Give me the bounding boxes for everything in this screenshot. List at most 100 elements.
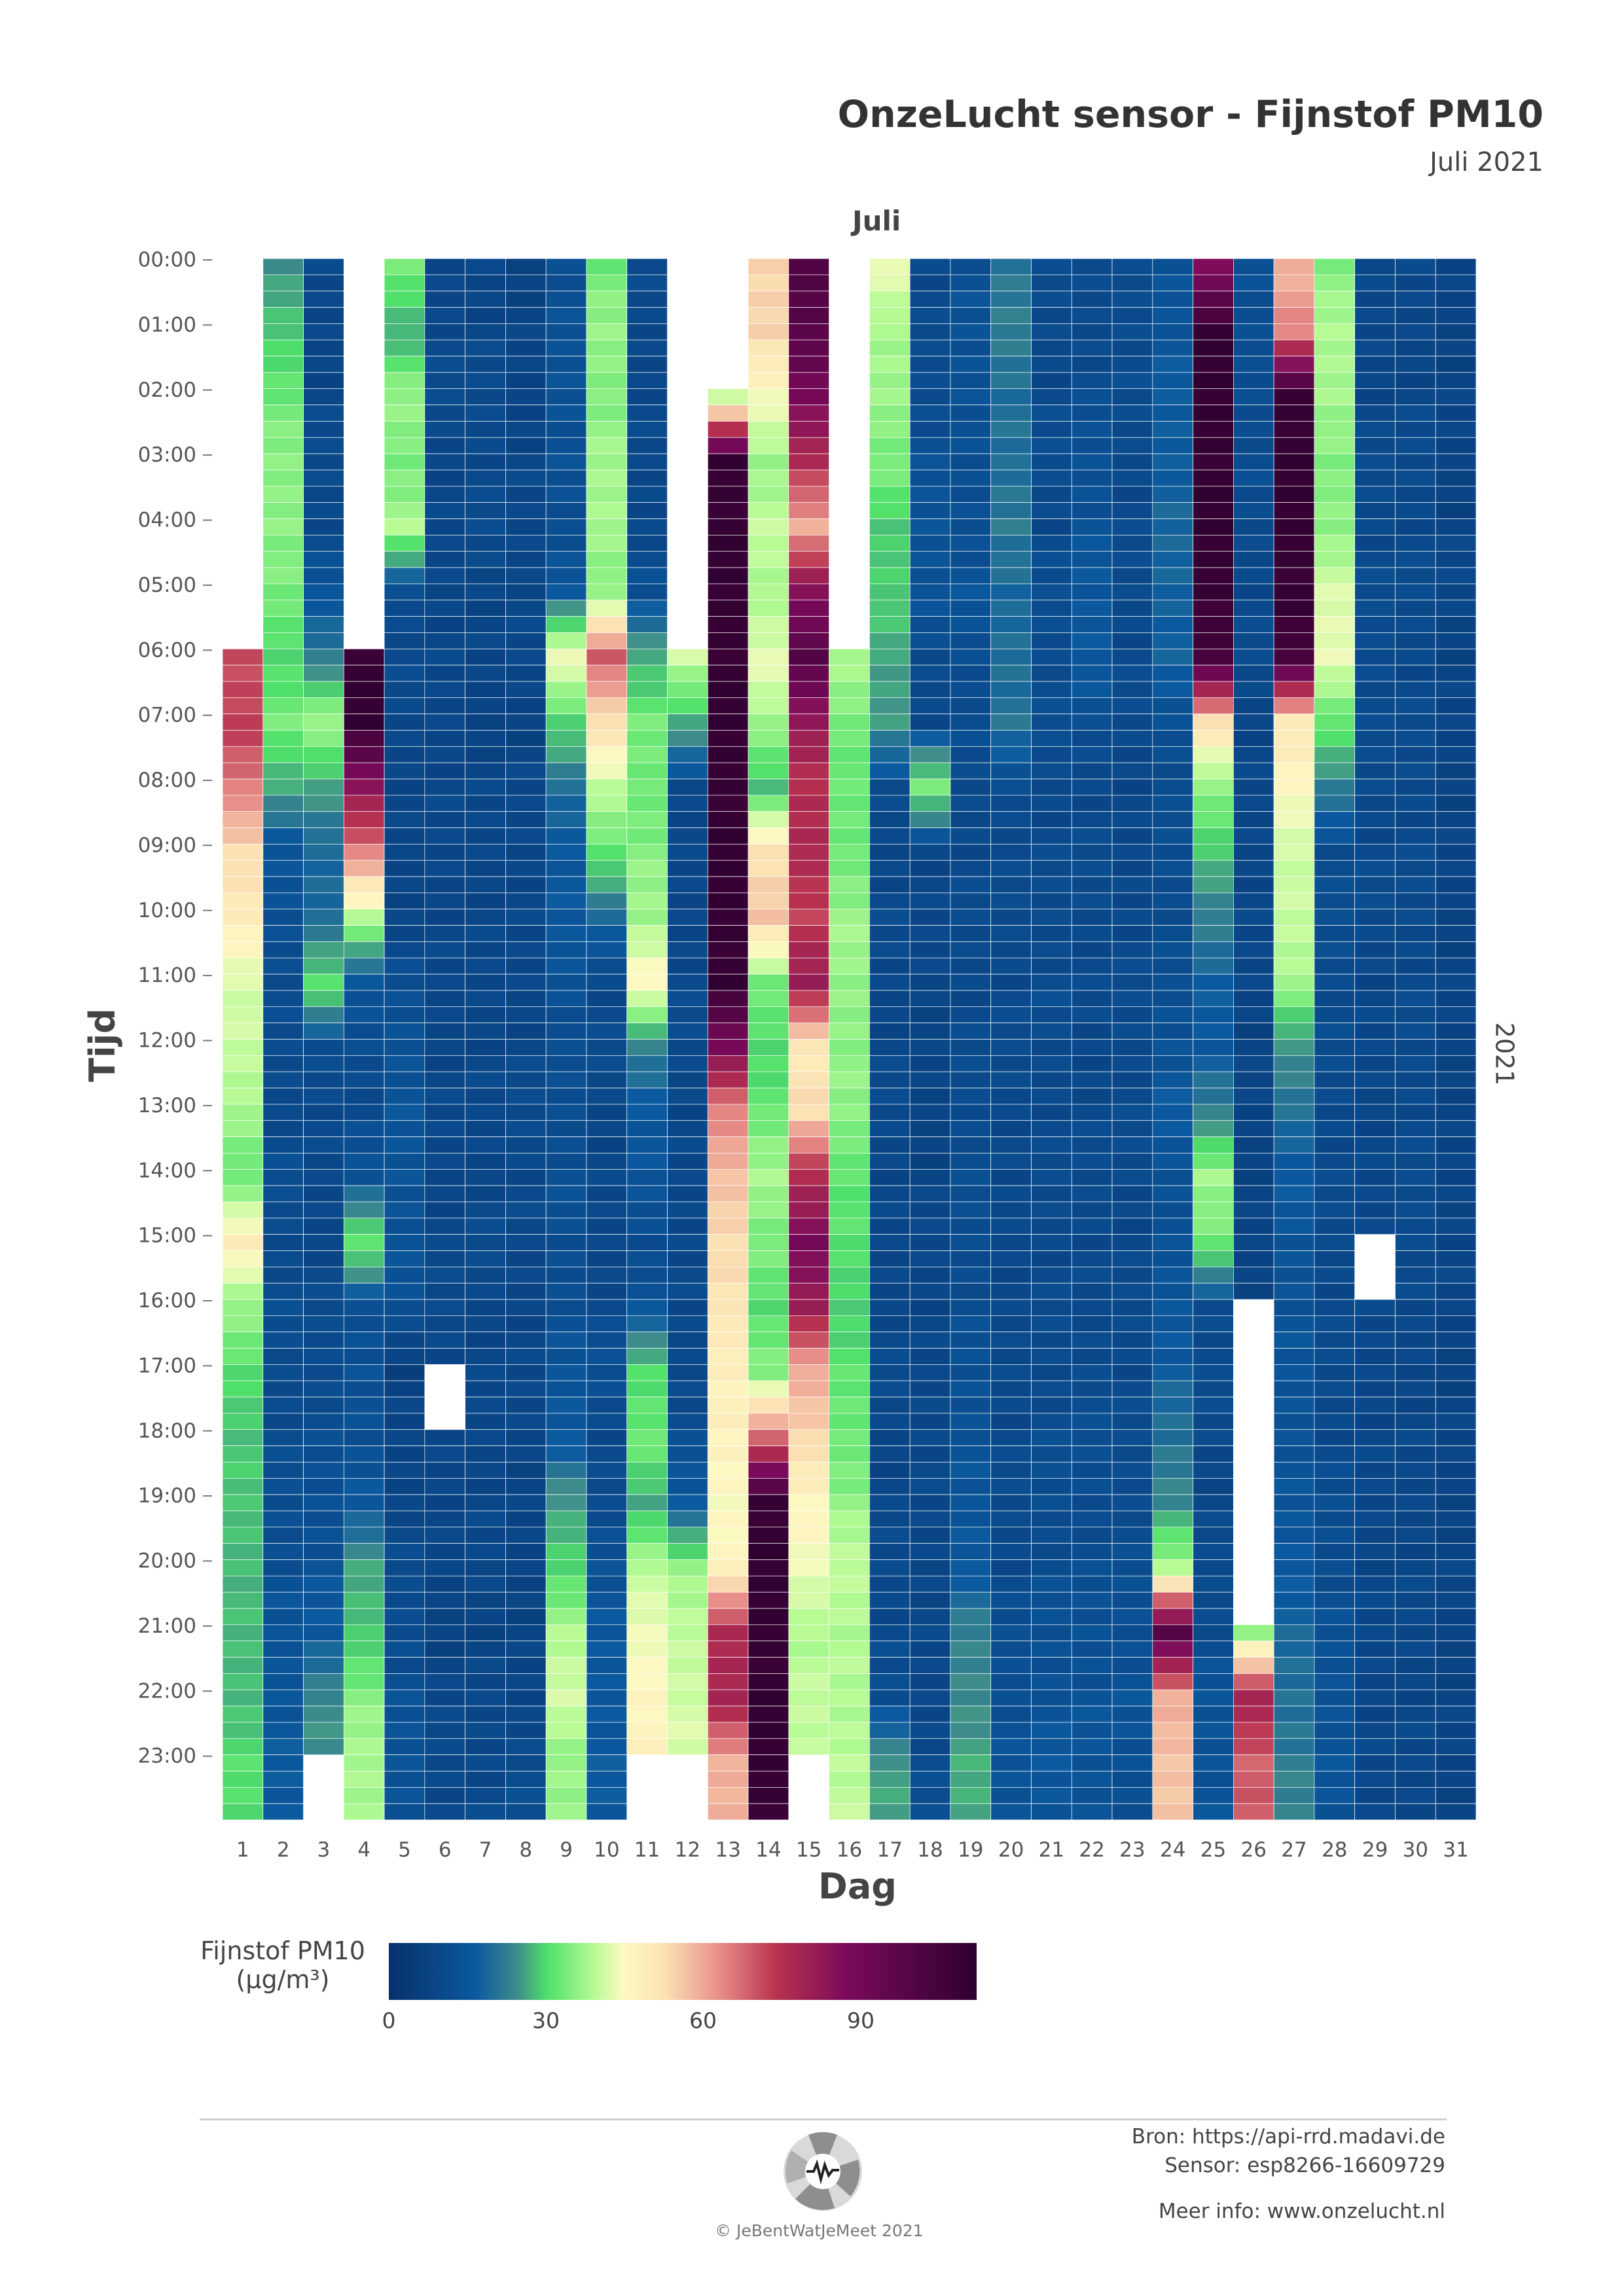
heatmap-cell xyxy=(424,1006,465,1024)
y-tick-label: 03:00 xyxy=(138,443,196,467)
heatmap-cell xyxy=(262,714,304,731)
heatmap-cell xyxy=(1193,405,1234,422)
heatmap-cell xyxy=(1031,1039,1072,1056)
heatmap-cell xyxy=(1071,1299,1113,1316)
heatmap-cell xyxy=(1314,616,1356,633)
heatmap-cell xyxy=(1111,827,1153,844)
heatmap-cell xyxy=(384,405,425,422)
heatmap-cell xyxy=(1314,1591,1356,1609)
heatmap-cell xyxy=(1435,486,1477,503)
heatmap-cell xyxy=(262,1364,304,1381)
heatmap-cell xyxy=(303,1185,344,1203)
heatmap-cell xyxy=(545,1104,587,1121)
heatmap-cell xyxy=(586,307,628,324)
heatmap-cell xyxy=(1193,1299,1234,1316)
heatmap-cell xyxy=(909,502,951,519)
heatmap-cell xyxy=(788,1624,829,1642)
heatmap-cell xyxy=(748,990,789,1007)
more-info-link[interactable]: Meer info: www.onzelucht.nl xyxy=(1158,2200,1445,2223)
heatmap-cell xyxy=(586,1494,628,1512)
heatmap-cell xyxy=(545,1787,587,1804)
heatmap-cell xyxy=(748,1120,789,1137)
heatmap-cell xyxy=(788,1218,829,1235)
heatmap-cell xyxy=(1354,1136,1396,1153)
heatmap-cell xyxy=(626,1429,668,1446)
heatmap-cell xyxy=(1111,274,1153,292)
heatmap-cell xyxy=(343,1282,385,1300)
heatmap-cell xyxy=(545,534,587,552)
heatmap-cell xyxy=(424,453,465,471)
heatmap-cell xyxy=(1435,795,1477,812)
heatmap-cell xyxy=(1152,1559,1193,1576)
heatmap-cell xyxy=(424,1543,465,1560)
heatmap-cell xyxy=(1435,697,1477,714)
heatmap-cell xyxy=(1395,1771,1436,1788)
heatmap-cell xyxy=(1435,1348,1477,1365)
heatmap-cell xyxy=(1435,1332,1477,1349)
heatmap-cell xyxy=(1435,388,1477,405)
heatmap-cell xyxy=(950,860,992,877)
heatmap-cell xyxy=(869,1429,911,1446)
heatmap-cell xyxy=(1031,274,1072,292)
heatmap-cell xyxy=(748,1380,789,1398)
heatmap-cell xyxy=(1193,274,1234,292)
heatmap-cell xyxy=(1111,323,1153,340)
heatmap-cell xyxy=(1314,1332,1356,1349)
heatmap-cell xyxy=(626,502,668,519)
heatmap-cell xyxy=(505,1282,547,1300)
heatmap-cell xyxy=(384,437,425,454)
heatmap-cell xyxy=(1233,1218,1274,1235)
heatmap-cell xyxy=(707,1185,749,1203)
heatmap-cell xyxy=(667,1624,708,1642)
heatmap-cell xyxy=(505,1689,547,1707)
heatmap-cell xyxy=(748,762,789,780)
heatmap-cell xyxy=(262,811,304,828)
heatmap-cell xyxy=(1395,697,1436,714)
heatmap-cell xyxy=(1152,307,1193,324)
heatmap-cell xyxy=(1233,274,1274,292)
heatmap-cell xyxy=(262,827,304,844)
heatmap-cell xyxy=(343,1315,385,1333)
heatmap-cell xyxy=(1071,1510,1113,1528)
heatmap-cell xyxy=(707,973,749,991)
heatmap-cell xyxy=(869,1153,911,1170)
heatmap-cell xyxy=(424,307,465,324)
heatmap-cell xyxy=(384,1413,425,1430)
heatmap-cell xyxy=(586,1445,628,1462)
heatmap-cell xyxy=(1071,681,1113,698)
heatmap-cell xyxy=(586,957,628,975)
heatmap-cell xyxy=(262,1104,304,1121)
heatmap-cell xyxy=(667,1153,708,1170)
heatmap-cell xyxy=(1193,1315,1234,1333)
heatmap-cell xyxy=(909,1039,951,1056)
heatmap-cell xyxy=(222,925,264,942)
heatmap-cell xyxy=(869,469,911,487)
heatmap-cell xyxy=(1193,1803,1234,1821)
x-tick-label: 20 xyxy=(998,1838,1024,1862)
heatmap-cell xyxy=(1314,1527,1356,1544)
heatmap-cell xyxy=(465,746,506,763)
heatmap-cell xyxy=(465,1543,506,1560)
heatmap-cell xyxy=(707,1575,749,1593)
heatmap-cell xyxy=(303,1380,344,1398)
heatmap-cell xyxy=(384,1023,425,1040)
heatmap-cell xyxy=(869,339,911,357)
heatmap-cell xyxy=(1395,388,1436,405)
heatmap-cell xyxy=(222,1364,264,1381)
heatmap-cell xyxy=(990,1559,1032,1576)
heatmap-cell xyxy=(1193,600,1234,617)
heatmap-cell xyxy=(788,1689,829,1707)
heatmap-cell xyxy=(505,1722,547,1739)
heatmap-cell xyxy=(1314,1380,1356,1398)
x-tick-label: 9 xyxy=(560,1838,573,1862)
heatmap-cell xyxy=(1314,583,1356,601)
heatmap-cell xyxy=(909,1218,951,1235)
heatmap-cell xyxy=(1031,1348,1072,1365)
heatmap-cell xyxy=(1071,616,1113,633)
heatmap-cell xyxy=(465,388,506,405)
heatmap-cell xyxy=(1152,1641,1193,1658)
heatmap-cell xyxy=(788,1315,829,1333)
heatmap-cell xyxy=(950,518,992,535)
heatmap-cell xyxy=(1395,1185,1436,1203)
heatmap-cell xyxy=(707,941,749,958)
